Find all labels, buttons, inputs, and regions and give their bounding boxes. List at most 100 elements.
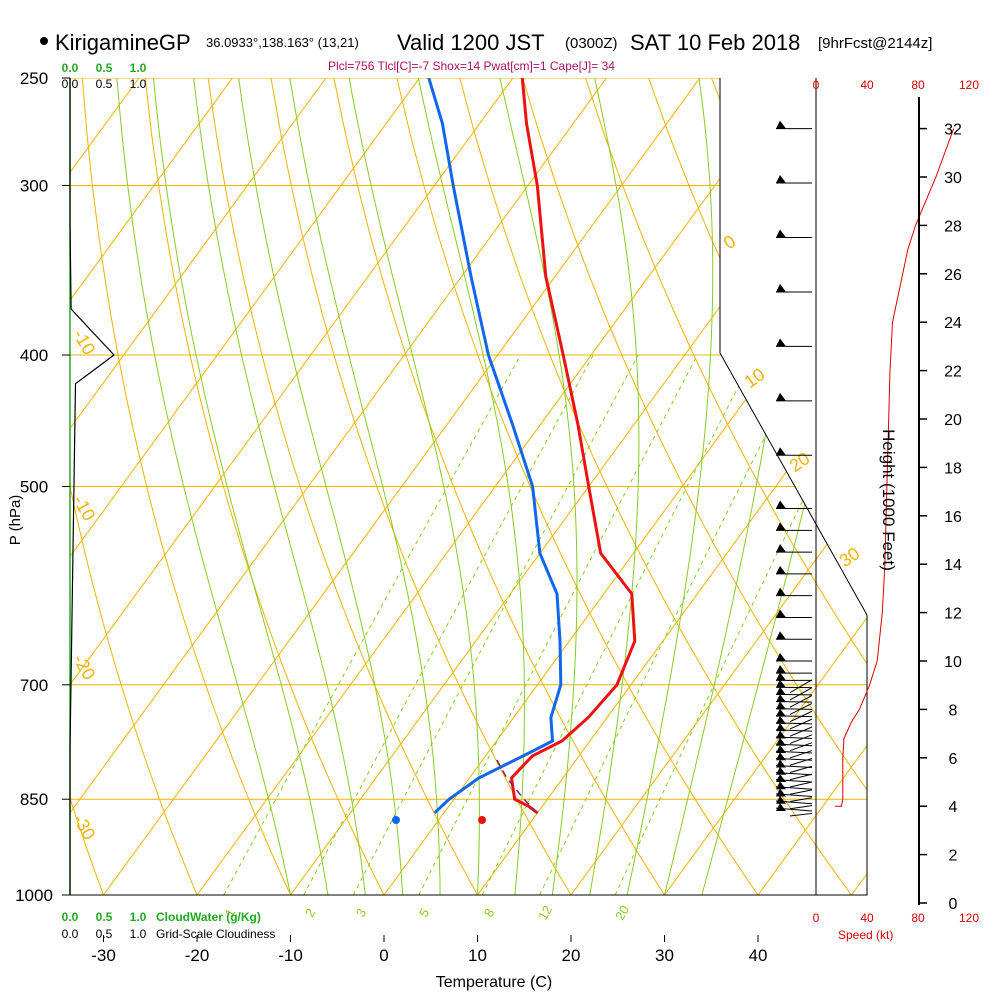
height-tick-label: 8 bbox=[949, 702, 958, 719]
wind-barb bbox=[775, 744, 813, 759]
moist-adiabat-line bbox=[589, 78, 640, 895]
isotherm-line bbox=[196, 78, 794, 895]
wind-barb bbox=[776, 500, 812, 510]
height-tick-label: 6 bbox=[949, 751, 958, 768]
dry-adiabat-line bbox=[81, 78, 291, 895]
wind-barb bbox=[775, 788, 813, 803]
height-tick-label: 18 bbox=[944, 460, 962, 477]
mixing-ratio-labels: 1 2 3 5 8 12 20 bbox=[222, 903, 632, 923]
pressure-tick-label: 500 bbox=[20, 478, 48, 497]
wind-barb bbox=[776, 392, 812, 402]
wind-barb bbox=[775, 795, 813, 810]
speed-tick-label-top: 40 bbox=[860, 78, 874, 92]
pressure-tick-label: 400 bbox=[20, 346, 48, 365]
mixing-ratio-label: 3 bbox=[353, 906, 370, 920]
height-tick-label: 26 bbox=[944, 267, 962, 284]
height-tick-label: 12 bbox=[944, 606, 962, 623]
height-tick-label: 14 bbox=[944, 557, 962, 574]
moist-adiabat-line bbox=[289, 78, 441, 895]
dry-adiabat-line bbox=[963, 78, 1000, 895]
cloudwater-tick-label-top: 0.5 bbox=[96, 61, 113, 75]
speed-tick-label-bottom: 120 bbox=[959, 911, 979, 925]
mixing-ratio-line bbox=[539, 354, 807, 895]
wind-barb bbox=[775, 730, 813, 744]
isotherm-label: 20 bbox=[786, 448, 814, 476]
wind-barb bbox=[776, 175, 812, 184]
isotherm-line bbox=[70, 78, 514, 895]
mixing-ratio-line bbox=[418, 354, 698, 895]
mixing-ratio-label: 12 bbox=[535, 903, 555, 923]
dewpoint-line bbox=[427, 78, 563, 814]
height-tick-label: 16 bbox=[944, 509, 962, 526]
height-tick-label: 4 bbox=[949, 799, 958, 816]
isotherm-line bbox=[70, 78, 420, 895]
dry-adiabat-line bbox=[270, 78, 572, 895]
profile-lines bbox=[392, 78, 637, 824]
isotherm-label: 0 bbox=[720, 231, 740, 253]
cloudwater-tick-label-top: 1.0 bbox=[130, 61, 147, 75]
cloudwater-label: CloudWater (g/Kg) bbox=[156, 910, 261, 924]
cloudiness-profile bbox=[69, 78, 115, 895]
speed-tick-label-top: 0 bbox=[813, 78, 820, 92]
dry-adiabat-line bbox=[522, 78, 867, 895]
surface-dewpoint-dot bbox=[392, 816, 400, 824]
speed-tick-label-top: 120 bbox=[959, 78, 979, 92]
wind-barb bbox=[775, 723, 813, 737]
moist-adiabat-line bbox=[417, 78, 525, 895]
pressure-tick-labels: 250 300 400 500 700 850 1000 bbox=[15, 69, 70, 905]
valid-date: SAT 10 Feb 2018 bbox=[630, 30, 800, 55]
cloud-scales: 0.0 0.0 0.5 0.5 1.0 1.0 0.0 0.0 0.5 0.5 1.0 1.0 bbox=[62, 61, 147, 941]
wind-speed-line bbox=[835, 128, 955, 807]
height-tick-label: 30 bbox=[944, 170, 962, 187]
isotherm-label: -30 bbox=[69, 811, 99, 844]
wind-barb bbox=[775, 759, 813, 773]
height-tick-label: 2 bbox=[949, 848, 958, 865]
temperature-tick-label: 0 bbox=[379, 946, 388, 965]
pressure-tick-label: 700 bbox=[20, 676, 48, 695]
isotherm-line bbox=[757, 78, 867, 895]
height-axis-label: Height (1000 Feet) bbox=[879, 429, 898, 571]
cloudiness-tick-label-bottom: 0.5 bbox=[96, 927, 113, 941]
isotherm-line bbox=[70, 78, 327, 895]
cloudwater-tick-label-bottom: 0.0 bbox=[62, 910, 79, 924]
valid-time: Valid 1200 JST bbox=[397, 30, 545, 55]
wind-barb bbox=[776, 283, 812, 293]
speed-axis-label: Speed (kt) bbox=[838, 928, 893, 942]
wind-barb bbox=[776, 653, 812, 662]
diagram-grid bbox=[70, 78, 1000, 895]
wind-barb bbox=[776, 120, 812, 130]
mixing-ratio-label: 5 bbox=[416, 906, 433, 920]
wind-barb bbox=[775, 737, 813, 752]
cloudiness-line bbox=[69, 78, 115, 895]
cloudiness-label: Grid-Scale Cloudiness bbox=[156, 927, 275, 941]
mixing-ratio-line bbox=[614, 354, 867, 895]
dry-adiabat-line bbox=[333, 78, 665, 895]
mixing-ratio-line bbox=[303, 354, 594, 895]
cloudwater-tick-label-bottom: 1.0 bbox=[130, 910, 147, 924]
wind-barb bbox=[775, 715, 813, 730]
site-name: KirigamineGP bbox=[55, 30, 191, 55]
moist-adiabat-line bbox=[626, 78, 714, 895]
stability-indices: Plcl=756 Tlcl[C]=-7 Shox=14 Pwat[cm]=1 C… bbox=[328, 59, 615, 73]
temperature-tick-labels: -30 -20 -10 0 10 20 30 40 bbox=[91, 935, 767, 965]
temperature-axis-label: Temperature (C) bbox=[436, 974, 552, 991]
mixing-ratio-line bbox=[481, 354, 756, 895]
surface-temperature-dot bbox=[478, 816, 486, 824]
isotherm-line bbox=[664, 78, 867, 895]
wind-barb bbox=[776, 631, 812, 640]
isotherm-line bbox=[70, 78, 607, 895]
wind-speed-profile bbox=[835, 128, 955, 807]
cloudwater-tick-label-top: 0.0 bbox=[62, 61, 79, 75]
wind-barb bbox=[775, 752, 813, 766]
cloudiness-tick-label-bottom: 1.0 bbox=[130, 927, 147, 941]
height-tick-label: 24 bbox=[944, 315, 962, 332]
wind-barb bbox=[775, 701, 813, 715]
height-tick-label: 10 bbox=[944, 654, 962, 671]
isotherm-label: -10 bbox=[69, 326, 99, 359]
wind-barb bbox=[776, 338, 812, 347]
height-tick-label: 0 bbox=[949, 896, 958, 913]
wind-barb bbox=[775, 694, 813, 708]
